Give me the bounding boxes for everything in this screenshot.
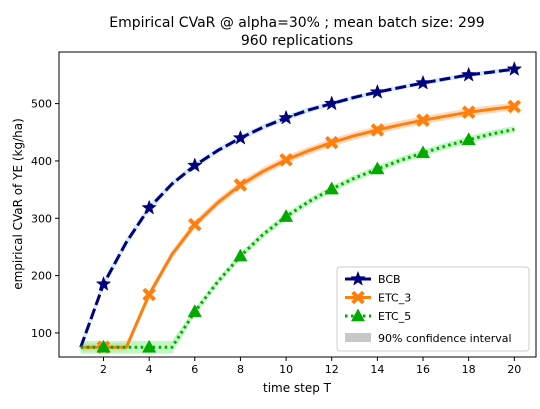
- confidence-bands: [80, 66, 515, 354]
- data-point-bcb: [369, 83, 386, 99]
- x-tick-label: 10: [279, 363, 293, 376]
- legend-label-bcb: BCB: [378, 273, 401, 286]
- legend-marker-etc-3: [351, 290, 365, 305]
- x-tick-label: 6: [191, 363, 198, 376]
- x-tick-label: 14: [370, 363, 384, 376]
- legend-box: [336, 266, 530, 352]
- x-tick-label: 2: [100, 363, 107, 376]
- x-tick-label: 20: [507, 363, 521, 376]
- series-markers: [95, 60, 523, 355]
- x-tick-label: 4: [146, 363, 153, 376]
- data-point-bcb: [95, 275, 112, 291]
- legend-band-label: 90% confidence interval: [378, 332, 512, 345]
- data-point-etc-5: [278, 208, 294, 222]
- legend-label-etc-3: ETC_3: [378, 292, 411, 305]
- data-point-bcb: [232, 129, 249, 145]
- data-point-bcb: [187, 157, 203, 173]
- y-tick-label: 500: [31, 98, 52, 111]
- data-point-etc-3: [279, 152, 293, 167]
- x-tick-label: 18: [462, 363, 476, 376]
- data-point-bcb: [323, 95, 340, 111]
- data-point-etc-3: [370, 123, 385, 137]
- data-point-etc-3: [142, 287, 157, 302]
- y-tick-label: 200: [31, 270, 52, 283]
- data-point-etc-5: [96, 339, 111, 353]
- y-tick-label: 400: [31, 155, 52, 168]
- y-tick-label: 100: [31, 327, 52, 340]
- data-point-etc-5: [461, 132, 476, 146]
- plot-area-frame: [58, 51, 537, 358]
- legend-marker-bcb: [350, 270, 366, 286]
- x-axis-ticks: 2 4 6 8 10 12 14 16 18 20: [100, 357, 521, 376]
- y-axis-ticks: 100 200 300 400 500: [31, 98, 59, 340]
- chart-subtitle: 960 replications: [241, 33, 353, 49]
- data-point-etc-3: [233, 178, 248, 192]
- y-tick-label: 300: [31, 212, 52, 225]
- x-tick-label: 8: [237, 363, 244, 376]
- data-point-etc-3: [507, 99, 522, 114]
- data-point-etc-5: [415, 145, 431, 159]
- data-point-etc-3: [187, 217, 202, 232]
- legend-entries: BCB ETC_3 ETC_5: [345, 270, 411, 323]
- data-point-etc-3: [461, 105, 476, 120]
- legend-label-etc-5: ETC_5: [378, 310, 411, 323]
- data-point-bcb: [506, 60, 523, 76]
- data-point-bcb: [278, 109, 294, 125]
- data-point-etc-3: [416, 113, 430, 128]
- data-point-etc-5: [233, 248, 248, 262]
- data-point-bcb: [141, 199, 157, 215]
- x-tick-label: 12: [325, 363, 339, 376]
- x-tick-label: 16: [416, 363, 430, 376]
- series-line-bcb: [79, 67, 515, 348]
- data-point-etc-5: [324, 181, 339, 195]
- data-point-etc-5: [142, 339, 157, 353]
- legend-marker-etc-5: [350, 308, 366, 322]
- x-axis-label: time step T: [263, 381, 332, 395]
- data-point-etc-5: [187, 304, 202, 317]
- y-axis-label: empirical CVaR of YE (kg/ha): [11, 118, 25, 290]
- data-point-bcb: [415, 74, 431, 90]
- legend-band-swatch: [345, 333, 371, 342]
- ci-band-etc-3: [80, 102, 515, 352]
- legend: BCB ETC_3 ETC_5 90% confidence interval: [336, 266, 530, 352]
- data-point-etc-3: [324, 135, 339, 150]
- chart-title: Empirical CVaR @ alpha=30% ; mean batch …: [109, 15, 484, 31]
- data-point-bcb: [460, 66, 477, 82]
- data-point-etc-5: [370, 161, 385, 175]
